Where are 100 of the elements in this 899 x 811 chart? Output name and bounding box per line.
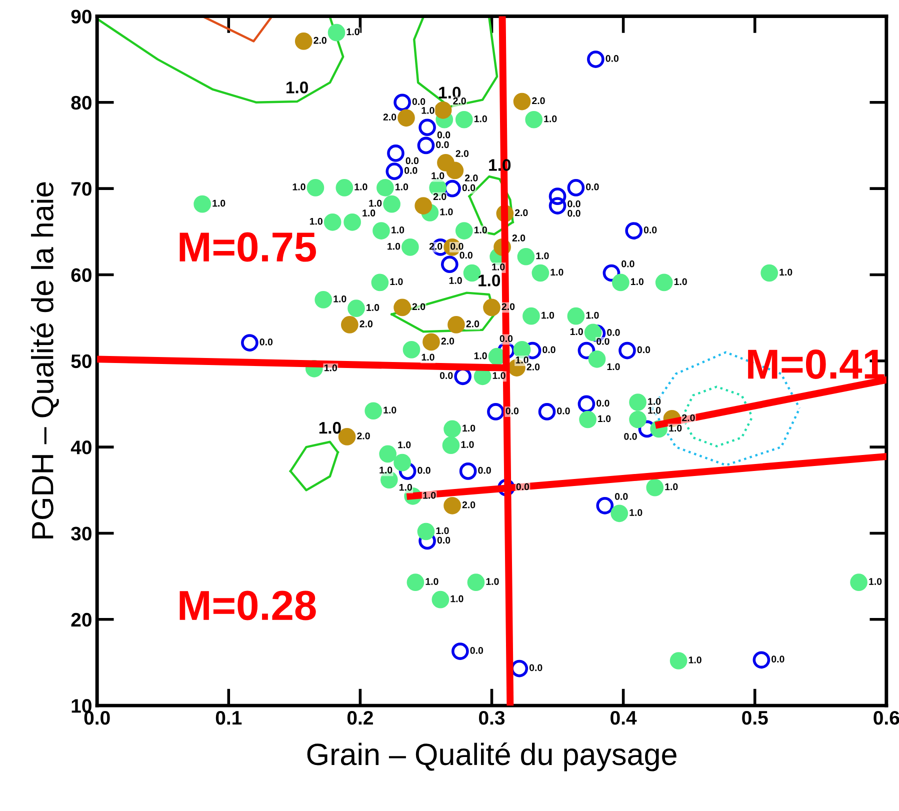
annotation: 1.0: [630, 509, 642, 516]
annotation: 2.0: [462, 501, 476, 508]
annotation: 0.0: [478, 466, 491, 474]
series-label: 1.0: [286, 82, 308, 94]
annotation: 0.0: [500, 335, 513, 342]
annotation: 0.0: [542, 346, 556, 354]
annotation: 1.0: [384, 406, 396, 414]
annotation: 1.0: [607, 363, 620, 370]
annotation: 2.0: [433, 193, 446, 200]
annotation: 0.0: [462, 184, 476, 192]
annotation: 1.0: [570, 328, 583, 336]
annotation: 2.0: [412, 303, 426, 310]
annotation: 0.0: [506, 407, 519, 414]
annotation: 2.0: [464, 174, 478, 182]
annotation: 0.0: [437, 131, 450, 138]
annotation: 2.0: [514, 209, 528, 216]
annotation: 1.0: [392, 226, 404, 234]
y-tick-label: 10: [72, 699, 92, 713]
annotation: 1.0: [212, 200, 226, 207]
y-tick-label: 20: [71, 612, 92, 627]
annotation: 2.0: [441, 338, 454, 345]
annotation: 1.0: [369, 200, 382, 207]
annotation: 1.0: [432, 172, 444, 180]
annotation: M=0.75: [180, 232, 316, 262]
annotation: 0.0: [637, 346, 650, 354]
annotation: 2.0: [456, 150, 469, 157]
annotation: 1.0: [396, 183, 408, 190]
annotation: 1.0: [869, 578, 882, 585]
annotation: 2.0: [512, 234, 526, 242]
annotation: 1.0: [665, 483, 678, 490]
y-tick-label: 90: [71, 10, 92, 24]
annotation: 1.0: [492, 372, 506, 380]
annotation: 0.0: [437, 536, 450, 544]
y-tick-label: 50: [71, 354, 92, 368]
annotation: 0.0: [568, 200, 580, 208]
y-tick-label: 60: [71, 268, 92, 282]
y-tick-label: 80: [71, 96, 92, 110]
y-tick-label: 40: [70, 440, 92, 454]
annotation: 0.0: [772, 656, 784, 663]
annotation: 1.0: [398, 441, 411, 448]
series-label: 1.0: [319, 422, 341, 434]
annotation: 1.0: [292, 183, 306, 190]
annotation: 0.0: [412, 98, 426, 105]
annotation: 1.0: [422, 107, 434, 114]
annotation: 0.0: [529, 664, 542, 672]
annotation: 2.0: [314, 36, 326, 44]
annotation: 1.0: [631, 278, 644, 286]
annotation: M=0.28: [180, 590, 316, 620]
annotation: 0.0: [436, 141, 449, 148]
annotation: 1.0: [440, 208, 453, 216]
annotation: 0.0: [614, 493, 628, 500]
annotation: 1.0: [586, 312, 599, 319]
annotation: 1.0: [423, 492, 436, 499]
annotation: 0.0: [622, 260, 634, 268]
x-tick-label: 0.4: [610, 710, 637, 725]
annotation: 1.0: [536, 252, 549, 260]
annotation: 1.0: [516, 356, 528, 364]
annotation: 1.0: [310, 218, 322, 225]
annotation: M=0.41: [748, 349, 884, 379]
annotation: 2.0: [466, 320, 480, 328]
annotation: 2.0: [502, 303, 515, 310]
annotation: 0.0: [624, 433, 637, 440]
annotation: 1.0: [598, 415, 611, 422]
annotation: 0.0: [596, 338, 610, 345]
annotation: 1.0: [550, 268, 564, 276]
x-tick-label: 0.2: [347, 710, 373, 725]
annotation: 1.0: [648, 398, 661, 405]
annotation: 1.0: [474, 352, 487, 360]
annotation: 1.0: [366, 304, 380, 311]
x-tick-label: 0.0: [84, 710, 110, 725]
annotation: 1.0: [462, 424, 476, 432]
annotation: 1.0: [334, 295, 346, 302]
annotation: 1.0: [449, 277, 462, 284]
annotation: 0.0: [440, 372, 453, 380]
annotation: 1.0: [388, 242, 400, 250]
annotation: 1.0: [486, 578, 499, 585]
annotation: 1.0: [422, 354, 434, 361]
x-tick-label: 0.3: [479, 710, 505, 725]
annotation: 1.0: [390, 278, 403, 286]
series-label: 1.0: [478, 274, 500, 286]
annotation: 0.0: [418, 466, 430, 474]
annotation: 1.0: [674, 278, 687, 286]
annotation: 1.0: [461, 441, 474, 448]
annotation: 1.0: [780, 268, 792, 276]
annotation: 1.0: [399, 484, 412, 491]
annotation: 0.0: [596, 400, 610, 407]
annotation: 2.0: [526, 364, 540, 370]
annotation: 1.0: [380, 466, 392, 474]
x-tick-label: 0.5: [742, 710, 768, 725]
annotation: 1.0: [450, 595, 464, 602]
annotation: 1.0: [426, 578, 438, 585]
annotation: 0.0: [260, 338, 273, 346]
annotation: 1.0: [354, 183, 368, 190]
annotation: 2.0: [429, 242, 442, 250]
annotation: 0.0: [586, 183, 599, 190]
annotation: 2.0: [453, 98, 466, 104]
annotation: 1.0: [492, 263, 505, 270]
x-tick-label: 0.1: [216, 710, 242, 725]
annotation: 0.0: [607, 329, 620, 336]
annotation: 0.0: [404, 167, 418, 174]
